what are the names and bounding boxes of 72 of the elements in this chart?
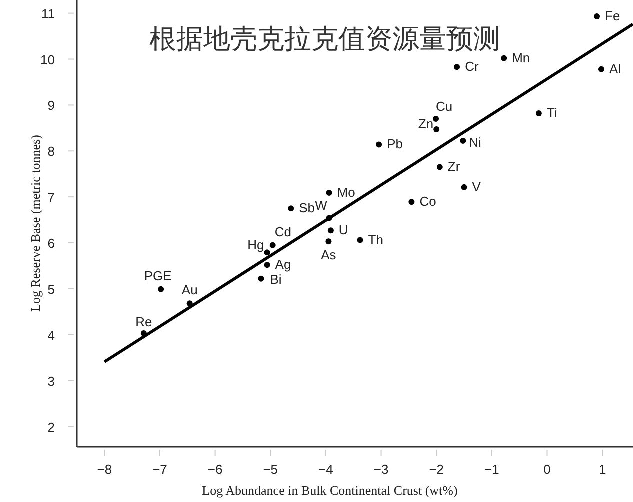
- point: [158, 286, 164, 292]
- series-label: Ti: [546, 105, 558, 120]
- y-tick-label: 5: [48, 282, 55, 297]
- point: [598, 66, 604, 72]
- point: [270, 242, 276, 248]
- series-label: PGE: [144, 268, 172, 284]
- point: [326, 190, 332, 196]
- series-label: Zr: [448, 159, 461, 174]
- series-label: U: [338, 222, 348, 238]
- x-tick-label: −8: [97, 462, 112, 477]
- point: [501, 55, 508, 62]
- y-axis-title: Log Reserve Base (metric tonnes): [28, 135, 43, 312]
- x-tick-label: −5: [263, 462, 278, 477]
- point: [357, 237, 364, 244]
- y-tick-label: 11: [42, 6, 55, 22]
- series-label: Ag: [275, 257, 292, 272]
- point: [264, 262, 270, 268]
- y-tick-label: 7: [48, 190, 55, 206]
- y-tick-label: 6: [48, 236, 55, 252]
- series-label: Zn: [418, 116, 434, 132]
- series-label: Ni: [469, 135, 482, 150]
- x-tick-label: 0: [544, 462, 551, 477]
- point: [594, 14, 600, 20]
- series-label: Sb: [299, 200, 316, 216]
- series-label: Cr: [465, 59, 480, 74]
- y-tick-label: 3: [48, 374, 55, 389]
- y-tick-label: 8: [48, 144, 55, 160]
- point: [326, 238, 332, 245]
- series-label: Co: [420, 194, 436, 210]
- x-tick-label: −7: [152, 462, 168, 477]
- point: [186, 300, 193, 307]
- point: [288, 206, 294, 212]
- series-label: As: [321, 248, 337, 263]
- series-label: Fe: [605, 8, 620, 24]
- series-label: Hg: [248, 238, 264, 253]
- point: [536, 110, 542, 116]
- x-tick-label: −1: [484, 462, 500, 477]
- point: [433, 116, 440, 122]
- series-label: Cd: [274, 224, 292, 240]
- point: [454, 64, 460, 70]
- y-tick-label: 9: [48, 98, 55, 114]
- series-label: Bi: [270, 272, 282, 287]
- series-label: W: [315, 198, 328, 214]
- point: [460, 138, 466, 144]
- y-tick-label: 2: [48, 420, 55, 435]
- text: 根据地壳克拉克值资源量预测: [150, 24, 500, 54]
- series-label: Re: [136, 314, 152, 330]
- point: [436, 164, 443, 170]
- point: [461, 184, 468, 190]
- series-label: Th: [368, 232, 384, 248]
- series-label: Au: [182, 282, 198, 298]
- x-tick-label: −2: [429, 462, 444, 477]
- point: [328, 228, 334, 234]
- point: [326, 215, 332, 222]
- point: [264, 250, 270, 256]
- point: [376, 142, 382, 148]
- series-label: Pb: [387, 136, 403, 152]
- series-label: Mo: [337, 184, 356, 200]
- series-label: V: [472, 179, 482, 194]
- y-tick-label: 10: [40, 52, 55, 68]
- x-tick-label: −3: [374, 462, 389, 477]
- x-tick-label: −4: [318, 462, 334, 477]
- y-tick-label: 4: [48, 328, 55, 343]
- series-label: Cu: [436, 98, 453, 114]
- point: [434, 126, 440, 133]
- series-label: Al: [609, 61, 622, 76]
- point: [408, 199, 415, 206]
- x-tick-label: −6: [208, 462, 223, 477]
- x-axis-title: Log Abundance in Bulk Continental Crust (wt%): [202, 483, 458, 498]
- x-tick-label: 1: [598, 462, 606, 477]
- point: [258, 276, 264, 282]
- series-label: Mn: [512, 50, 530, 66]
